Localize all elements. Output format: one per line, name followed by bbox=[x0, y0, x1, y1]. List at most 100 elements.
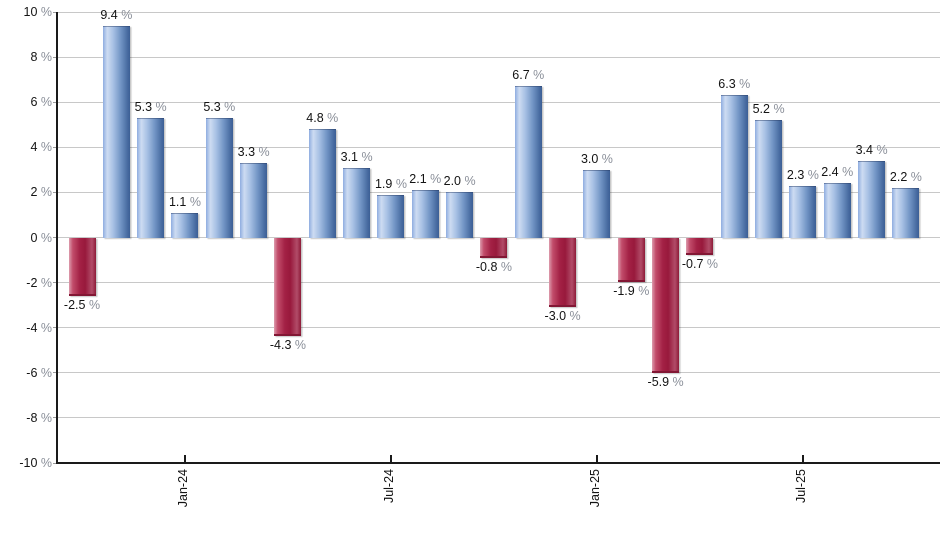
bar-value-percent-sign: % bbox=[152, 99, 167, 114]
positive-bar bbox=[583, 169, 611, 239]
y-tick-number: -10 bbox=[19, 456, 38, 470]
bar-value-number: 3.4 bbox=[855, 142, 873, 157]
bar-value-label: 1.1 % bbox=[143, 195, 227, 210]
bar-value-number: -2.5 bbox=[63, 297, 86, 312]
x-axis-line bbox=[56, 462, 940, 464]
y-axis-line bbox=[56, 12, 58, 464]
y-axis-tick bbox=[53, 191, 57, 193]
bar-value-label: 5.3 % bbox=[177, 100, 261, 115]
y-axis-tick bbox=[53, 327, 57, 329]
y-tick-number: -2 bbox=[26, 275, 38, 290]
y-tick-number: -4 bbox=[26, 320, 38, 335]
bar-value-label: 2.3 % bbox=[761, 168, 845, 183]
gridline bbox=[57, 191, 940, 193]
bar-value-number: 1.1 bbox=[168, 194, 187, 209]
positive-bar bbox=[377, 194, 405, 239]
y-axis-tick bbox=[53, 146, 57, 148]
bar-value-number: -5.9 bbox=[647, 374, 670, 389]
bar-value-label: 2.4 % bbox=[795, 165, 879, 180]
bar-value-label: 3.3 % bbox=[212, 145, 296, 160]
bar-value-label: 3.1 % bbox=[315, 150, 399, 165]
y-tick-percent-sign: % bbox=[37, 185, 52, 200]
positive-bar bbox=[240, 163, 268, 239]
bar-value-label: 1.9 % bbox=[349, 177, 433, 192]
bar-value-percent-sign: % bbox=[186, 194, 201, 209]
positive-bar bbox=[343, 167, 371, 239]
positive-bar bbox=[858, 160, 886, 239]
bar-value-label: -5.9 % bbox=[624, 375, 708, 390]
y-tick-percent-sign: % bbox=[37, 5, 52, 19]
y-tick-percent-sign: % bbox=[37, 50, 52, 65]
x-axis-tick bbox=[183, 455, 186, 463]
bar-value-percent-sign: % bbox=[358, 149, 373, 164]
bar-value-number: 4.8 bbox=[306, 111, 324, 126]
bar-value-label: -0.8 % bbox=[452, 260, 536, 275]
y-tick-percent-sign: % bbox=[37, 140, 52, 155]
bar-value-percent-sign: % bbox=[634, 284, 650, 299]
y-tick-percent-sign: % bbox=[37, 320, 52, 335]
y-tick-number: 0 bbox=[30, 230, 38, 245]
y-tick-percent-sign: % bbox=[37, 275, 52, 290]
bar-value-percent-sign: % bbox=[323, 111, 339, 126]
bar-value-number: 5.3 bbox=[203, 99, 221, 114]
bar-value-number: 9.4 bbox=[100, 7, 118, 22]
y-axis-tick bbox=[53, 101, 57, 103]
bar-value-percent-sign: % bbox=[461, 174, 476, 189]
bar-value-label: 2.0 % bbox=[418, 174, 502, 189]
y-axis-tick-label: 4 % bbox=[0, 139, 52, 155]
y-axis-tick-label: 10 % bbox=[0, 4, 53, 20]
bar-value-label: 6.3 % bbox=[692, 77, 776, 92]
bar-value-label: -4.3 % bbox=[246, 338, 330, 353]
y-axis-tick bbox=[53, 417, 57, 419]
bar-value-number: 6.7 bbox=[512, 68, 530, 83]
y-tick-percent-sign: % bbox=[37, 95, 52, 110]
positive-bar bbox=[892, 187, 920, 239]
gridline bbox=[57, 56, 940, 58]
x-axis-tick-label: Jul-25 bbox=[793, 469, 808, 504]
y-axis-tick-label: -8 % bbox=[0, 410, 52, 426]
y-axis-tick-label: 8 % bbox=[0, 49, 52, 65]
bar-value-number: 2.2 bbox=[889, 169, 908, 184]
gridline bbox=[57, 327, 940, 329]
y-axis-tick bbox=[53, 372, 57, 374]
y-axis-tick bbox=[53, 237, 57, 238]
bar-value-label: 3.0 % bbox=[555, 152, 639, 167]
positive-bar bbox=[720, 95, 748, 239]
bar-value-label: 9.4 % bbox=[74, 8, 158, 23]
bar-value-label: -1.9 % bbox=[589, 284, 673, 299]
bar-value-percent-sign: % bbox=[769, 102, 785, 117]
bar-value-percent-sign: % bbox=[735, 77, 751, 92]
y-tick-percent-sign: % bbox=[37, 456, 52, 470]
y-axis-tick-label: -2 % bbox=[0, 275, 52, 291]
negative-bar bbox=[652, 237, 680, 373]
negative-bar bbox=[617, 237, 645, 283]
gridline bbox=[57, 101, 940, 103]
positive-bar bbox=[102, 25, 130, 239]
x-axis-tick-label: Jul-24 bbox=[381, 469, 396, 504]
gridline bbox=[57, 146, 940, 148]
bar-value-percent-sign: % bbox=[255, 145, 270, 160]
bar-value-number: 3.3 bbox=[237, 145, 256, 160]
bar-value-number: 3.0 bbox=[580, 151, 599, 166]
y-tick-percent-sign: % bbox=[37, 230, 52, 245]
positive-bar bbox=[171, 212, 199, 239]
gridline bbox=[57, 372, 940, 374]
bar-value-label: 3.4 % bbox=[830, 143, 914, 158]
y-axis-tick bbox=[53, 282, 57, 284]
bar-value-percent-sign: % bbox=[392, 176, 407, 191]
bar-value-number: 1.9 bbox=[374, 176, 393, 191]
y-tick-number: 10 bbox=[23, 5, 38, 19]
negative-bar bbox=[549, 237, 577, 308]
bar-value-number: 2.3 bbox=[786, 167, 805, 182]
bar-value-label: -0.7 % bbox=[658, 257, 742, 272]
x-axis-tick bbox=[801, 455, 804, 463]
bar-value-percent-sign: % bbox=[669, 374, 684, 389]
positive-bar bbox=[411, 190, 439, 239]
bar-value-label: -3.0 % bbox=[521, 309, 605, 324]
bar-value-number: -0.7 bbox=[681, 257, 704, 272]
y-tick-number: -6 bbox=[26, 365, 38, 380]
y-axis-tick bbox=[53, 56, 57, 58]
bar-value-number: 3.1 bbox=[340, 149, 359, 164]
y-axis-tick-label: 2 % bbox=[0, 184, 52, 200]
x-axis-tick bbox=[595, 455, 598, 463]
